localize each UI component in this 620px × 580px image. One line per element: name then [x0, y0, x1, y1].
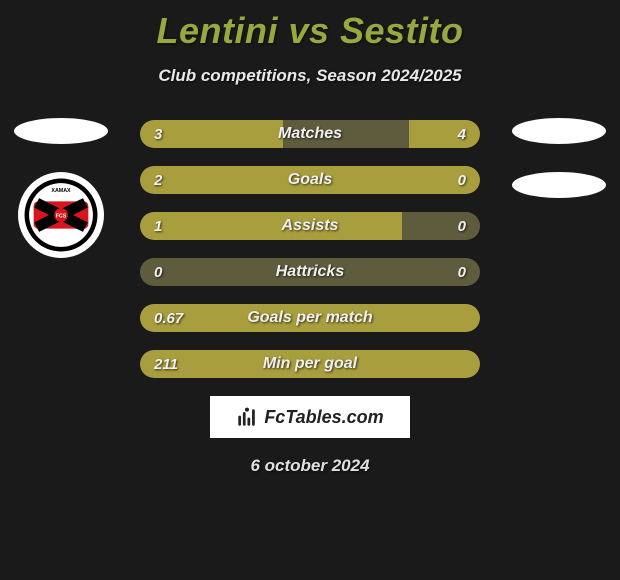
bar-goals-per-match: 0.67 Goals per match — [140, 304, 480, 332]
bar-right-value: 0 — [458, 258, 466, 286]
bars-container: 3 Matches 4 2 Goals 0 1 Assists 0 0 Hatt… — [140, 120, 480, 378]
bar-right-value: 0 — [458, 166, 466, 194]
bar-label: Assists — [140, 212, 480, 240]
xamax-badge-icon: XAMAX FCS — [23, 177, 99, 253]
bar-matches: 3 Matches 4 — [140, 120, 480, 148]
bar-assists: 1 Assists 0 — [140, 212, 480, 240]
bar-label: Matches — [140, 120, 480, 148]
subtitle: Club competitions, Season 2024/2025 — [0, 66, 620, 86]
right-team-oval — [512, 118, 606, 144]
fctables-icon — [236, 406, 258, 428]
left-team-oval — [14, 118, 108, 144]
bar-label: Goals per match — [140, 304, 480, 332]
footer-brand-badge[interactable]: FcTables.com — [210, 396, 410, 438]
club-badge-left: XAMAX FCS — [18, 172, 104, 258]
chart-area: XAMAX FCS 3 Matches 4 2 Goals 0 1 Assist… — [0, 120, 620, 476]
svg-text:FCS: FCS — [56, 213, 67, 219]
bar-label: Min per goal — [140, 350, 480, 378]
bar-hattricks: 0 Hattricks 0 — [140, 258, 480, 286]
right-team-oval-2 — [512, 172, 606, 198]
bar-right-value: 0 — [458, 212, 466, 240]
page-title: Lentini vs Sestito — [0, 0, 620, 52]
bar-right-value: 4 — [458, 120, 466, 148]
bar-goals: 2 Goals 0 — [140, 166, 480, 194]
bar-label: Goals — [140, 166, 480, 194]
bar-label: Hattricks — [140, 258, 480, 286]
svg-text:XAMAX: XAMAX — [51, 188, 71, 194]
bar-min-per-goal: 211 Min per goal — [140, 350, 480, 378]
date: 6 october 2024 — [18, 456, 602, 476]
footer-brand-text: FcTables.com — [264, 407, 383, 428]
